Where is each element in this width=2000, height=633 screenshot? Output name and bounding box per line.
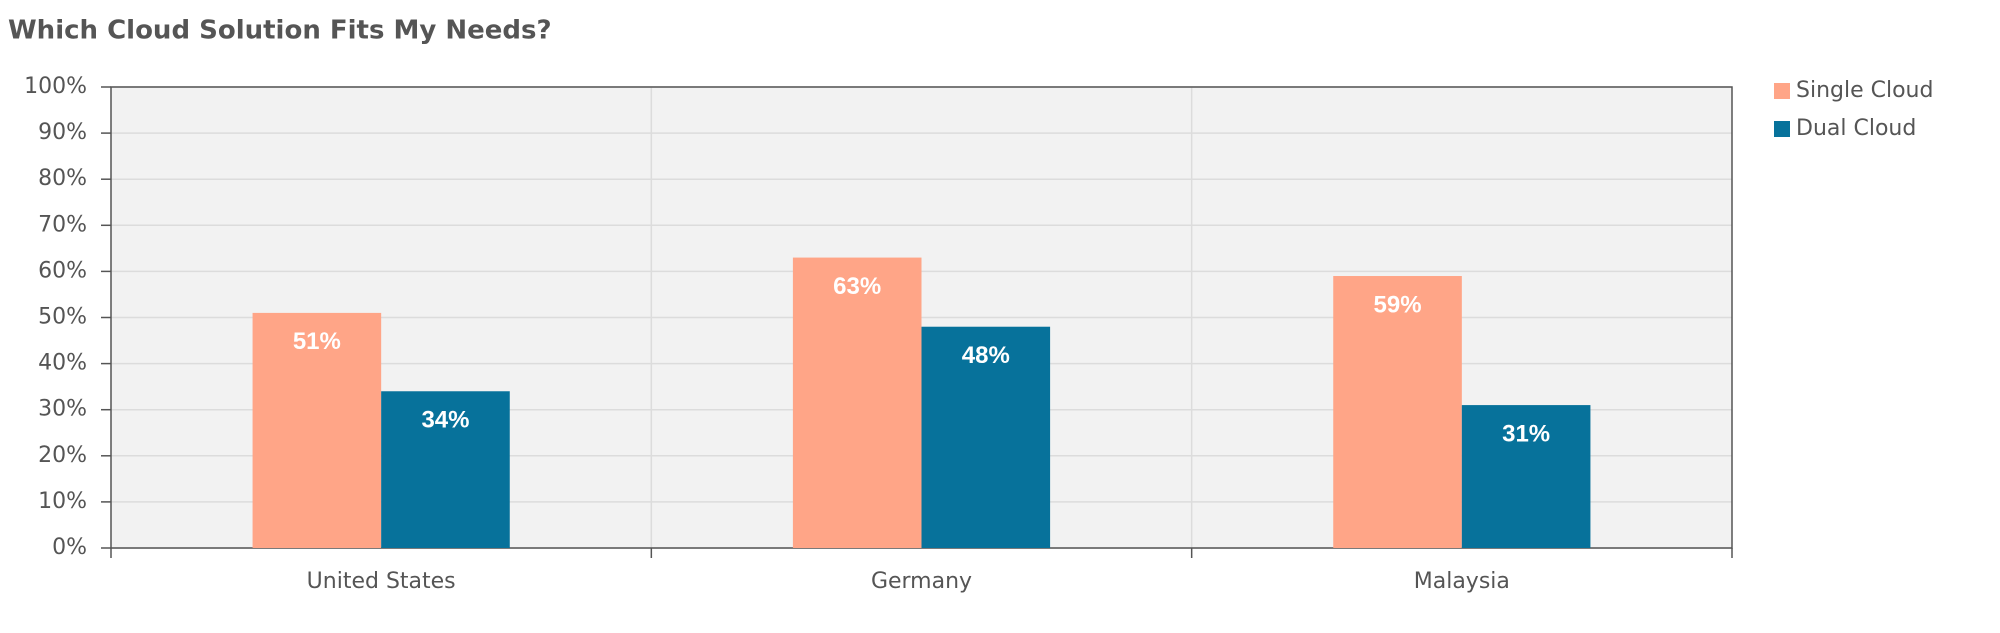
legend-label: Dual Cloud: [1796, 116, 1916, 141]
y-tick-label: 20%: [38, 443, 87, 468]
chart-title: Which Cloud Solution Fits My Needs?: [8, 16, 552, 46]
x-tick-label: United States: [307, 569, 456, 594]
y-tick-label: 60%: [38, 258, 87, 283]
y-tick-label: 80%: [38, 166, 87, 191]
y-tick-label: 100%: [24, 74, 87, 99]
bar: [1333, 276, 1462, 548]
legend-swatch: [1774, 83, 1790, 99]
y-tick-label: 70%: [38, 212, 87, 237]
y-tick-label: 90%: [38, 120, 87, 145]
value-label: 63%: [833, 273, 881, 300]
bar: [381, 391, 510, 548]
bar: [921, 326, 1051, 548]
y-tick-label: 30%: [38, 397, 87, 422]
bar: [1461, 405, 1591, 548]
bar: [792, 257, 922, 548]
y-tick-label: 40%: [38, 351, 87, 376]
x-tick-label: Germany: [871, 569, 972, 594]
value-label: 51%: [293, 328, 341, 355]
legend-swatch: [1774, 121, 1790, 137]
value-label: 48%: [962, 342, 1010, 369]
legend-label: Single Cloud: [1796, 78, 1933, 103]
y-tick-label: 0%: [52, 535, 87, 560]
y-tick-label: 10%: [38, 489, 87, 514]
x-tick-label: Malaysia: [1414, 569, 1510, 594]
value-label: 34%: [421, 407, 469, 434]
value-label: 59%: [1374, 291, 1422, 318]
y-tick-label: 50%: [38, 305, 87, 330]
value-label: 31%: [1502, 420, 1550, 447]
bar: [252, 312, 382, 548]
